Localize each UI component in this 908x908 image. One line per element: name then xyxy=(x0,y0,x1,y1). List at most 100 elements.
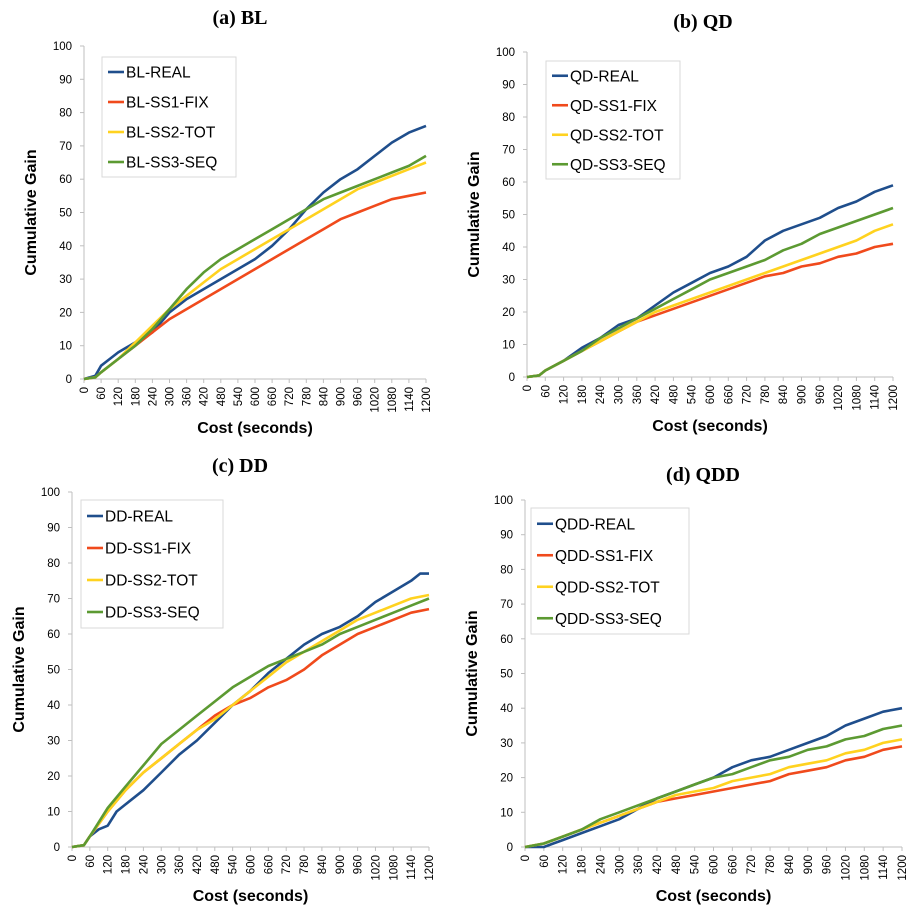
legend-label: DD-SS3-SEQ xyxy=(105,605,200,622)
x-tick-label: 300 xyxy=(614,385,626,404)
legend-label: BL-REAL xyxy=(126,65,191,82)
chart-title: (b) QD xyxy=(673,11,732,33)
x-tick-label: 420 xyxy=(199,387,211,406)
y-tick-label: 70 xyxy=(502,145,515,157)
x-tick-label: 480 xyxy=(668,385,680,404)
x-tick-label: 540 xyxy=(228,855,240,874)
x-tick-label: 180 xyxy=(577,385,589,404)
x-tick-label: 120 xyxy=(103,855,115,874)
x-tick-label: 720 xyxy=(281,855,293,874)
legend-box xyxy=(530,507,690,635)
y-tick-label: 70 xyxy=(59,141,72,153)
x-tick-label: 420 xyxy=(650,385,662,404)
y-tick-label: 30 xyxy=(500,738,513,750)
chart-legend: BL-REAL BL-SS1-FIX BL-SS2-TOT BL-SS3-SEQ xyxy=(101,56,237,178)
y-tick-label: 60 xyxy=(59,174,72,186)
x-tick-label: 300 xyxy=(165,387,177,406)
y-axis-label: Cumulative Gain xyxy=(464,610,481,736)
legend-label: DD-SS1-FIX xyxy=(105,541,192,558)
y-tick-label: 100 xyxy=(41,487,60,499)
y-axis-label: Cumulative Gain xyxy=(11,606,28,732)
x-tick-label: 1020 xyxy=(370,855,382,881)
series-line-qd-real xyxy=(526,184,894,379)
x-tick-label: 840 xyxy=(784,855,796,874)
x-tick-label: 1200 xyxy=(424,855,436,881)
x-tick-label: 840 xyxy=(317,855,329,874)
x-tick-label: 960 xyxy=(353,855,365,874)
legend-label: QDD-SS2-TOT xyxy=(555,579,660,596)
x-tick-label: 840 xyxy=(318,387,330,406)
chart-legend: DD-REAL DD-SS1-FIX DD-SS2-TOT DD-SS3-SEQ xyxy=(80,499,224,629)
y-tick-label: 100 xyxy=(496,47,515,59)
y-tick-label: 100 xyxy=(494,495,513,507)
y-tick-label: 10 xyxy=(59,341,72,353)
y-tick-label: 90 xyxy=(59,74,72,86)
x-tick-label: 480 xyxy=(216,387,228,406)
y-tick-label: 20 xyxy=(59,307,72,319)
y-tick-label: 30 xyxy=(502,275,515,287)
x-tick-label: 780 xyxy=(299,855,311,874)
series-line-qd-ss1-fix xyxy=(526,242,894,379)
legend-label: DD-SS2-TOT xyxy=(105,573,198,590)
x-tick-label: 0 xyxy=(520,855,532,861)
x-tick-label: 600 xyxy=(705,385,717,404)
chart-title: (d) QDD xyxy=(666,464,740,486)
x-tick-label: 480 xyxy=(210,855,222,874)
x-tick-label: 600 xyxy=(250,387,262,406)
y-tick-label: 10 xyxy=(500,807,513,819)
y-tick-label: 40 xyxy=(47,700,60,712)
y-axis-label: Cumulative Gain xyxy=(466,151,483,277)
x-tick-label: 180 xyxy=(577,855,589,874)
x-tick-label: 360 xyxy=(182,387,194,406)
x-tick-label: 1140 xyxy=(404,387,416,412)
x-tick-label: 720 xyxy=(742,385,754,404)
y-tick-label: 10 xyxy=(502,340,515,352)
y-tick-label: 50 xyxy=(59,208,72,220)
y-tick-label: 60 xyxy=(502,177,515,189)
x-axis-label: Cost (seconds) xyxy=(193,888,309,905)
legend-label: BL-SS1-FIX xyxy=(126,95,209,112)
x-tick-label: 660 xyxy=(263,855,275,874)
x-tick-label: 0 xyxy=(79,387,91,393)
y-axis-label: Cumulative Gain xyxy=(23,149,40,275)
y-tick-label: 70 xyxy=(47,594,60,606)
x-tick-label: 1200 xyxy=(421,387,433,413)
legend-label: QD-SS2-TOT xyxy=(570,127,664,144)
y-tick-label: 10 xyxy=(47,807,60,819)
y-tick-label: 0 xyxy=(509,372,515,384)
chart-title: (a) BL xyxy=(213,7,268,29)
y-tick-label: 70 xyxy=(500,599,513,611)
legend-label: QDD-SS3-SEQ xyxy=(555,611,662,628)
series-line-qd-ss2-tot xyxy=(526,223,894,379)
x-tick-label: 1080 xyxy=(387,387,399,413)
x-tick-label: 540 xyxy=(233,387,245,406)
x-tick-label: 420 xyxy=(192,855,204,874)
x-tick-label: 780 xyxy=(760,385,772,404)
y-tick-label: 90 xyxy=(500,530,513,542)
x-tick-label: 660 xyxy=(727,855,739,874)
y-tick-label: 40 xyxy=(500,703,513,715)
y-tick-label: 20 xyxy=(500,773,513,785)
x-tick-label: 1020 xyxy=(840,855,852,881)
x-tick-label: 300 xyxy=(156,855,168,874)
x-tick-label: 780 xyxy=(301,387,313,406)
x-tick-label: 900 xyxy=(797,385,809,404)
y-tick-label: 90 xyxy=(47,523,60,535)
x-tick-label: 540 xyxy=(690,855,702,874)
y-tick-label: 50 xyxy=(500,669,513,681)
x-tick-label: 1020 xyxy=(370,387,382,413)
x-tick-label: 660 xyxy=(723,385,735,404)
y-tick-label: 80 xyxy=(59,108,72,120)
x-tick-label: 360 xyxy=(632,385,644,404)
x-tick-label: 960 xyxy=(822,855,834,874)
x-tick-label: 1140 xyxy=(870,385,882,410)
x-tick-label: 540 xyxy=(687,385,699,404)
x-tick-label: 840 xyxy=(778,385,790,404)
y-tick-label: 100 xyxy=(53,41,72,53)
x-tick-label: 720 xyxy=(746,855,758,874)
y-tick-label: 50 xyxy=(47,665,60,677)
x-tick-label: 780 xyxy=(765,855,777,874)
